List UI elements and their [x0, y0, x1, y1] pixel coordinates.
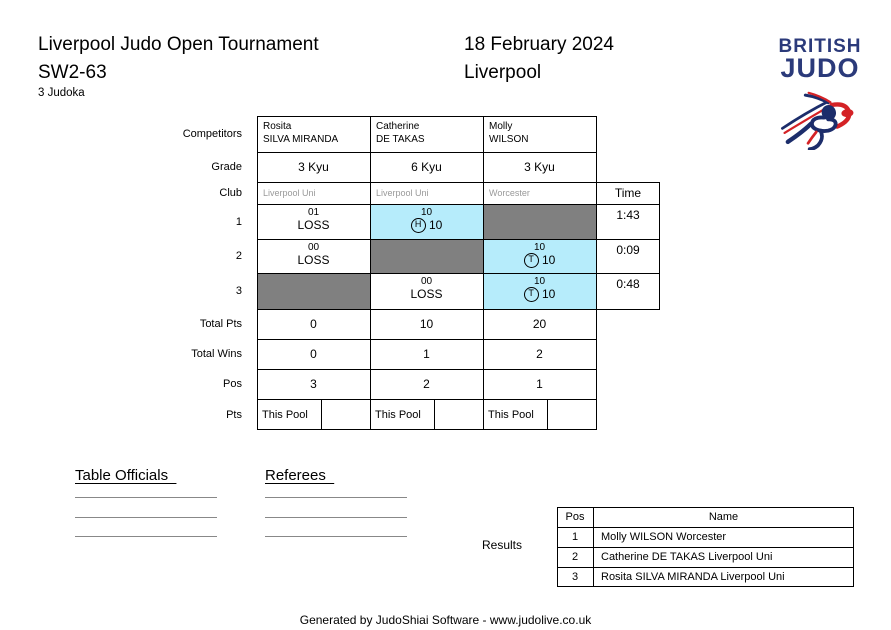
svg-text:JUDO: JUDO	[780, 53, 859, 83]
